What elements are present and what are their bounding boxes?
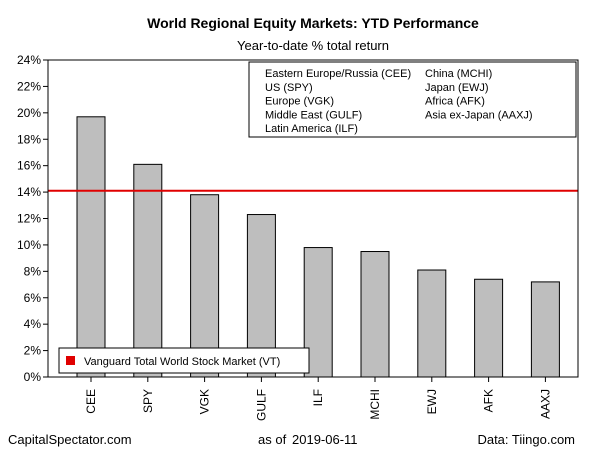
reference-legend-label: Vanguard Total World Stock Market (VT) — [84, 356, 280, 368]
plot-frame — [47, 59, 579, 378]
x-tick-label: GULF — [254, 389, 268, 421]
legend-entry: Japan (EWJ) — [425, 82, 489, 94]
bar-aaxj — [530, 281, 560, 378]
bar-ewj — [417, 269, 447, 378]
x-tick-label: EWJ — [425, 389, 439, 414]
bars-layer — [76, 116, 560, 378]
legend-entry: Asia ex-Japan (AAXJ) — [425, 109, 533, 121]
legend-entry: Middle East (GULF) — [265, 109, 362, 121]
y-tick-label: 4% — [24, 317, 42, 331]
y-tick-label: 22% — [17, 79, 41, 93]
bar-mchi — [360, 251, 390, 378]
y-tick-label: 12% — [17, 212, 41, 226]
x-tick-label: AAXJ — [538, 389, 552, 419]
reference-legend-swatch — [66, 356, 75, 365]
series-legend-box — [248, 61, 577, 138]
reference-legend-box — [58, 347, 310, 374]
bar-afk — [474, 278, 504, 378]
legend-entry: Europe (VGK) — [265, 96, 334, 108]
x-tick-label: SPY — [141, 389, 155, 413]
series-legend-col2: China (MCHI) Japan (EWJ) Africa (AFK)Asia … — [425, 68, 533, 121]
axis-layer: CEE SPY VGK GULF ILF MCHI EWJ AFK AAXJ 0% 2% 4% 6% 8%… — [17, 53, 552, 421]
chart-subtitle: Year-to-date % total return — [237, 38, 389, 53]
footer-as-of-date: 2019-06-11 — [292, 432, 358, 447]
footer-as-of-label: as of — [258, 432, 287, 447]
y-tick-label: 2% — [24, 344, 42, 358]
y-tick-label: 10% — [17, 238, 41, 252]
y-tick-label: 6% — [24, 291, 42, 305]
bar-spy — [133, 163, 163, 378]
chart-title: World Regional Equity Markets: YTD Perfo… — [147, 15, 479, 31]
x-tick-label: CEE — [84, 389, 98, 414]
legend-entry: Latin America (ILF) — [265, 123, 358, 135]
reference-legend: Vanguard Total World Stock Market (VT) — [58, 347, 310, 374]
x-tick-label: ILF — [311, 389, 325, 406]
y-tick-label: 24% — [17, 53, 41, 67]
footer-source-site: CapitalSpectator.com — [8, 432, 132, 447]
x-tick-label: AFK — [482, 389, 496, 412]
y-tick-label: 14% — [17, 185, 41, 199]
y-tick-label: 20% — [17, 106, 41, 120]
series-legend-col1: Eastern Europe/Russia (CEE) US (SPY) Europ… — [265, 68, 411, 135]
legend-entry: US (SPY) — [265, 82, 313, 94]
y-tick-label: 18% — [17, 132, 41, 146]
bar-vgk — [190, 194, 220, 378]
x-tick-label: MCHI — [368, 389, 382, 420]
y-tick-label: 8% — [24, 264, 42, 278]
legend-entry: Africa (AFK) — [425, 96, 485, 108]
x-tick-label: VGK — [198, 389, 212, 414]
legend-entry: Eastern Europe/Russia (CEE) — [265, 68, 411, 80]
legend-entry: China (MCHI) — [425, 68, 492, 80]
bar-cee — [76, 116, 106, 378]
y-tick-label: 0% — [24, 370, 42, 384]
series-legend: Eastern Europe/Russia (CEE) US (SPY) Europ… — [248, 61, 577, 138]
y-tick-label: 16% — [17, 159, 41, 173]
footer-data-source: Data: Tiingo.com — [477, 432, 575, 447]
